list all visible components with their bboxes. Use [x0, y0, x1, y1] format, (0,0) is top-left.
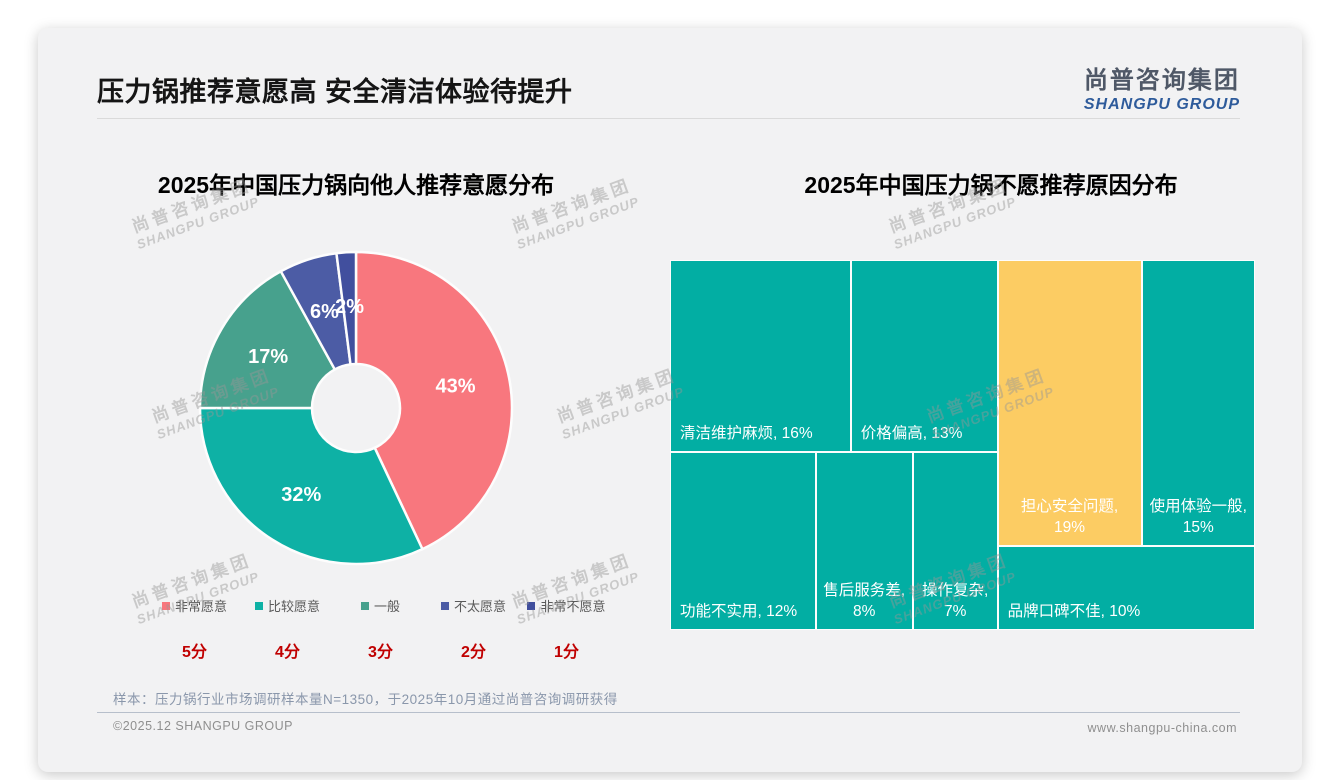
legend-marker: [161, 601, 170, 610]
slide-card: 尚普咨询集团 SHANGPU GROUP 尚普咨询集团 SHANGPU GROUP 尚普…: [38, 28, 1302, 772]
donut-value-label: 2%: [335, 296, 364, 318]
treemap-label: 清洁维护麻烦, 16%: [680, 424, 813, 442]
legend-item: 非常不愿意: [520, 596, 613, 615]
score-row: 5分 4分 3分 2分 1分: [148, 638, 613, 662]
treemap-block-5: 担心安全问题, 19%: [997, 260, 1142, 546]
logo-english-text: SHANGPU GROUP: [1083, 96, 1240, 113]
treemap-label: 功能不实用, 12%: [680, 603, 798, 621]
donut-value-label: 17%: [248, 346, 288, 368]
donut-chart: 43% 32% 17% 6%2%: [198, 250, 514, 566]
donut-legend: 非常愿意 比较愿意 一般 不太愿意 非常不愿意: [148, 596, 613, 615]
treemap-label: 担心安全问题, 19%: [1020, 498, 1119, 537]
score-label: 5分: [182, 644, 207, 661]
treemap-label: 价格偏高, 13%: [860, 424, 963, 442]
legend-marker: [254, 601, 263, 610]
donut-slice-0: [354, 250, 514, 551]
treemap-chart-title: 2025年中国压力锅不愿推荐原因分布: [804, 172, 1178, 198]
legend-item: 不太愿意: [427, 596, 520, 615]
footer-divider: [97, 712, 1240, 713]
treemap-block-7: 品牌口碑不佳, 10%: [997, 546, 1255, 630]
treemap-block-1: 价格偏高, 13%: [850, 260, 998, 452]
footer-website: www.shangpu-china.com: [1087, 721, 1237, 735]
donut-slice-4: [335, 250, 358, 366]
legend-item: 一般: [334, 596, 427, 615]
legend-item: 比较愿意: [241, 596, 334, 615]
logo-chinese-text: 尚普咨询集团: [1083, 67, 1240, 94]
score-label: 1分: [554, 644, 579, 661]
treemap-block-0: 清洁维护麻烦, 16%: [670, 260, 851, 452]
treemap-chart: 清洁维护麻烦, 16% 价格偏高, 13% 功能不实用, 12% 售后服务差, 8% 操作…: [670, 260, 1255, 630]
donut-slice-2: [198, 269, 337, 410]
donut-chart-title: 2025年中国压力锅向他人推荐意愿分布: [157, 172, 555, 198]
legend-label: 不太愿意: [453, 599, 506, 614]
donut-value-label: 43%: [435, 376, 475, 398]
treemap-block-6: 使用体验一般, 15%: [1141, 260, 1255, 546]
legend-marker: [527, 601, 536, 610]
score-label: 4分: [275, 644, 300, 661]
treemap-label: 使用体验一般, 15%: [1149, 498, 1247, 537]
treemap-block-3: 售后服务差, 8%: [815, 451, 913, 630]
legend-label: 非常愿意: [174, 599, 227, 614]
treemap-block-2: 功能不实用, 12%: [670, 451, 816, 630]
legend-item: 非常愿意: [148, 596, 241, 615]
treemap-label: 操作复杂, 7%: [922, 582, 989, 621]
watermark: 尚普咨询集团 SHANGPU GROUP: [509, 550, 642, 628]
company-logo: 尚普咨询集团 SHANGPU GROUP: [1084, 60, 1240, 114]
sample-footnote: 样本：压力锅行业市场调研样本量N=1350，于2025年10月通过尚普咨询调研获…: [113, 692, 618, 707]
donut-slice-1: [198, 406, 425, 566]
legend-marker: [360, 601, 369, 610]
donut-value-label: 32%: [281, 484, 321, 506]
slide-title: 压力锅推荐意愿高 安全清洁体验待提升: [97, 77, 573, 107]
score-label: 3分: [368, 644, 393, 661]
legend-label: 一般: [373, 599, 400, 614]
treemap-label: 品牌口碑不佳, 10%: [1007, 603, 1141, 621]
footer-copyright: ©2025.12 SHANGPU GROUP: [113, 719, 293, 733]
legend-label: 非常不愿意: [540, 599, 606, 614]
treemap-label: 售后服务差, 8%: [823, 582, 906, 621]
donut-value-label: 6%: [310, 301, 339, 323]
title-divider: [97, 118, 1240, 119]
score-label: 2分: [461, 644, 486, 661]
legend-label: 比较愿意: [267, 599, 320, 614]
watermark: 尚普咨询集团 SHANGPU GROUP: [554, 365, 687, 443]
legend-marker: [440, 601, 449, 610]
treemap-block-4: 操作复杂, 7%: [912, 451, 998, 630]
